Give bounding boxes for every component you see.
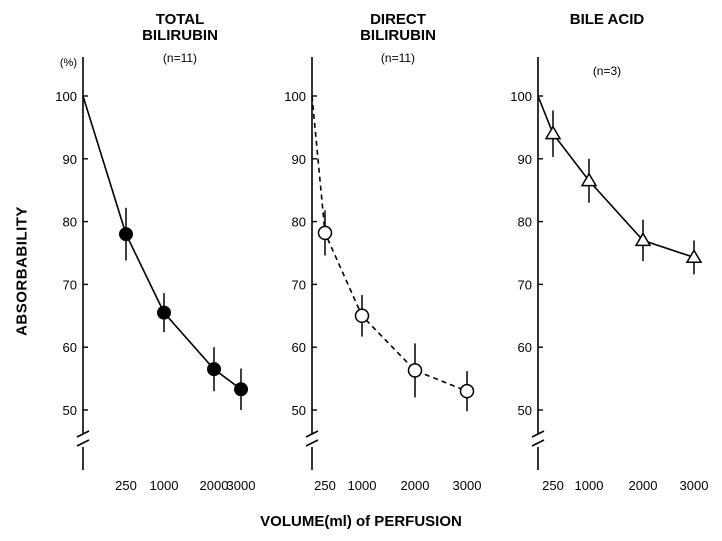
x-tick-label: 1000: [575, 478, 604, 493]
series-line: [537, 95, 695, 259]
y-tick-label: 70: [292, 277, 306, 292]
y-tick-label: 80: [518, 215, 532, 230]
y-tick-label: 90: [292, 152, 306, 167]
data-point: [685, 248, 703, 264]
series-line: [82, 95, 242, 390]
x-axis-label: VOLUME(ml) of PERFUSION: [260, 513, 462, 530]
x-tick-label: 3000: [453, 478, 482, 493]
series-line: [311, 95, 468, 392]
axis-break-mark: [76, 430, 90, 438]
axis-break-mark: [531, 439, 545, 447]
y-unit-label: (%): [60, 57, 77, 69]
data-point: [119, 227, 133, 242]
panel-subtitle: (n=3): [593, 64, 621, 78]
y-tick-label: 100: [55, 89, 77, 104]
data-point: [544, 125, 562, 140]
x-tick-label: 2000: [401, 478, 430, 493]
y-axis-label: ABSORBABILITY: [13, 205, 31, 336]
x-tick-label: 250: [542, 478, 564, 493]
panel-title-line: BILIRUBIN: [142, 27, 218, 44]
data-point: [580, 172, 598, 187]
panel-title-line: DIRECT: [370, 11, 426, 28]
x-tick-label: 2000: [200, 478, 229, 493]
axis-break-mark: [305, 430, 319, 438]
y-tick-label: 80: [292, 215, 306, 230]
y-tick-label: 100: [510, 89, 532, 104]
y-tick-label: 80: [63, 215, 77, 230]
y-tick-label: 60: [292, 340, 306, 355]
data-point: [234, 382, 248, 397]
y-axis-label-container: ABSORBABILITY: [8, 0, 36, 541]
x-tick-label: 250: [115, 478, 137, 493]
data-point: [459, 383, 475, 399]
axis-break-mark: [531, 430, 545, 438]
x-tick-label: 3000: [680, 478, 709, 493]
y-tick-label: 50: [63, 403, 77, 418]
x-tick-label: 1000: [348, 478, 377, 493]
y-tick-label: 70: [518, 277, 532, 292]
axis-break-mark: [305, 439, 319, 447]
data-point: [207, 362, 221, 377]
panel-title-line: BILIRUBIN: [360, 27, 436, 44]
y-tick-label: 60: [63, 340, 77, 355]
data-point: [317, 225, 333, 241]
data-point: [407, 363, 423, 378]
panel-title-line: TOTAL: [156, 11, 205, 28]
y-tick-label: 50: [518, 403, 532, 418]
x-tick-label: 2000: [629, 478, 658, 493]
panel-title-line: BILE ACID: [570, 11, 645, 28]
data-point: [634, 231, 652, 247]
panel-subtitle: (n=11): [163, 51, 197, 65]
data-point: [354, 308, 370, 324]
y-tick-label: 60: [518, 340, 532, 355]
panel-3: BILE ACID (n=3) 50 60 70 80 90 100 250 1000 2000 30…: [510, 11, 708, 493]
y-tick-label: 90: [518, 152, 532, 167]
x-tick-label: 1000: [150, 478, 179, 493]
x-tick-label: 3000: [227, 478, 256, 493]
x-tick-label: 250: [314, 478, 336, 493]
data-point: [157, 305, 171, 320]
y-tick-label: 90: [63, 152, 77, 167]
panel-subtitle: (n=11): [381, 51, 415, 65]
y-tick-label: 100: [284, 89, 306, 104]
y-tick-label: 70: [63, 277, 77, 292]
axis-break-mark: [76, 439, 90, 447]
y-tick-label: 50: [292, 403, 306, 418]
